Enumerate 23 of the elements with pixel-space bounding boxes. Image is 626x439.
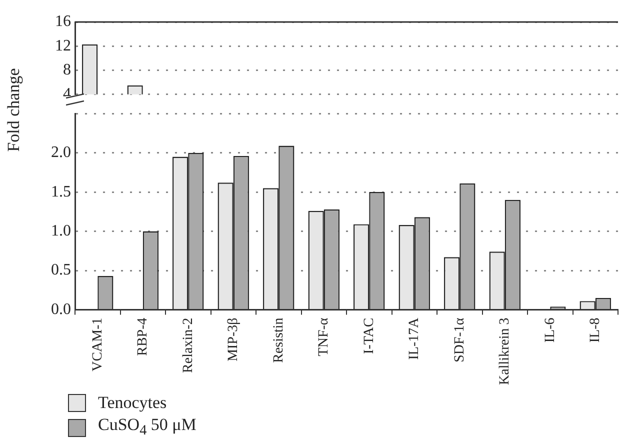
- x-tick-label: TNF-α: [316, 317, 332, 356]
- x-tick-label: Resistin: [271, 318, 286, 363]
- legend-label: Tenocytes: [98, 392, 167, 414]
- x-tick-label: Kallikrein 3: [498, 318, 513, 386]
- x-tick-label: I-TAC: [362, 318, 377, 354]
- y-tick-label: 12: [55, 37, 71, 54]
- y-tick-label: 0.5: [51, 262, 71, 279]
- x-tick-label: IL-17A: [407, 316, 422, 360]
- x-tick-label: RBP-4: [136, 318, 151, 356]
- y-tick-label: 16: [55, 13, 71, 30]
- x-tick-label: IL-6: [542, 318, 558, 343]
- y-tick-label: 1.5: [51, 183, 71, 200]
- x-tick-label: Relaxin-2: [180, 318, 196, 373]
- y-tick-label: 1.0: [51, 222, 71, 240]
- y-tick-label: 2.0: [51, 144, 71, 162]
- y-tick-label: 0.0: [51, 300, 71, 318]
- legend-label: CuSO$_{4}$ 50 μM: [98, 414, 196, 439]
- y-tick-label: 8: [63, 61, 71, 78]
- x-tick-label: VCAM-1: [90, 318, 106, 372]
- x-tick-label: IL-8: [588, 318, 604, 343]
- x-tick-label: SDF-1α: [452, 317, 468, 362]
- x-tick-label: MIP-3β: [226, 318, 242, 362]
- y-axis-title: Fold change: [4, 68, 24, 152]
